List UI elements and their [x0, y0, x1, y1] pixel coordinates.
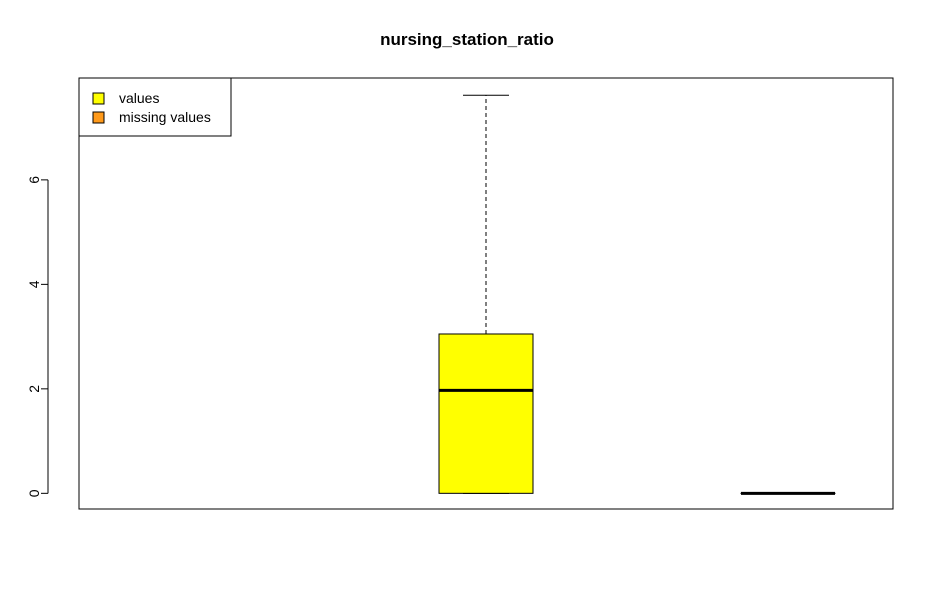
legend-box [78, 77, 232, 137]
box-body [438, 333, 534, 494]
plot-area-frame [78, 77, 894, 510]
chart-title: nursing_station_ratio [380, 30, 554, 49]
legend: values missing values [78, 77, 232, 137]
legend-swatch [92, 111, 105, 124]
legend-label: values [119, 90, 159, 106]
y-tick-label: 6 [26, 176, 42, 184]
legend-swatch [92, 92, 105, 105]
legend-label: missing values [119, 109, 211, 125]
y-tick-label: 2 [26, 385, 42, 393]
y-tick-label: 4 [26, 280, 42, 288]
y-axis: 0 2 4 6 [26, 176, 49, 497]
y-tick-label: 0 [26, 489, 42, 497]
box-values [438, 94, 534, 494]
boxes-group [438, 94, 836, 495]
